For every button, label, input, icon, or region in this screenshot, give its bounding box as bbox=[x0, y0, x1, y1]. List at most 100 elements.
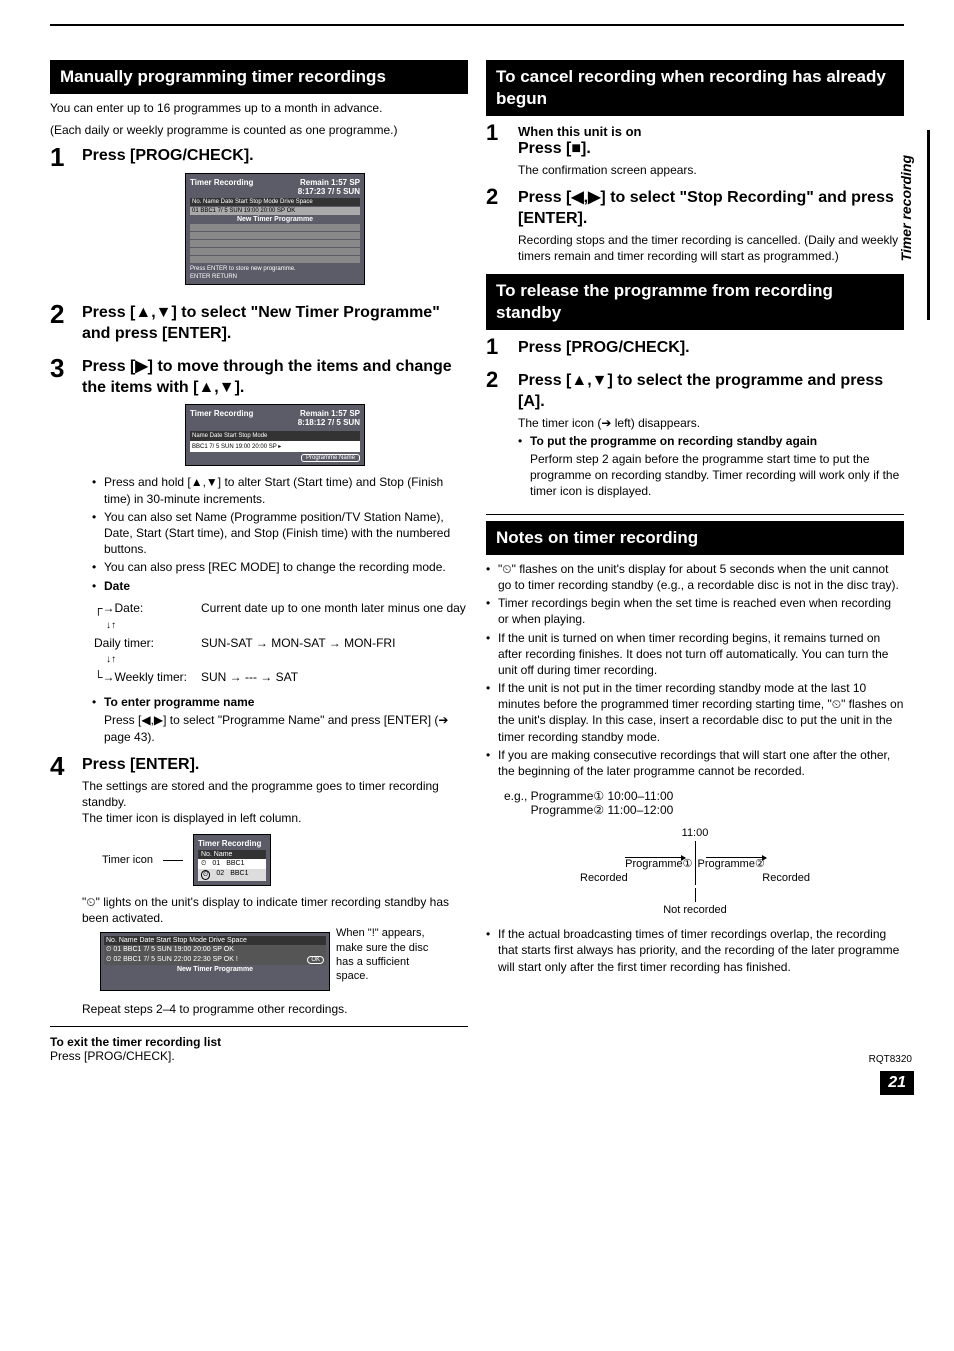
release-s2-num: 2 bbox=[486, 369, 506, 500]
diagram-notrec: Not recorded bbox=[663, 904, 727, 916]
notes-bullets: •"⏲" flashes on the unit's display for a… bbox=[486, 561, 904, 779]
screen2-thead: Name Date Start Stop Mode bbox=[190, 431, 360, 441]
release-s2d: Perform step 2 again before the programm… bbox=[530, 451, 904, 500]
date-l3a: Weekly timer: bbox=[115, 670, 187, 684]
timer-list-callout: No. Name Date Start Stop Mode Drive Spac… bbox=[82, 926, 468, 995]
note-3: If the unit is turned on when timer reco… bbox=[498, 630, 904, 679]
cancel-s1c: The confirmation screen appears. bbox=[518, 162, 904, 178]
step-2: 2 Press [▲,▼] to select "New Timer Progr… bbox=[50, 301, 468, 347]
step3-bullets: •Press and hold [▲,▼] to alter Start (St… bbox=[92, 474, 468, 593]
release-header: To release the programme from recording … bbox=[486, 274, 904, 330]
enter-prog-h: To enter programme name bbox=[104, 694, 254, 710]
timer-icon-label: Timer icon bbox=[102, 854, 153, 866]
divider bbox=[50, 1026, 468, 1027]
step-4: 4 Press [ENTER]. The settings are stored… bbox=[50, 753, 468, 1018]
screen2-remain: Remain 1:57 SP bbox=[300, 409, 360, 418]
cancel-s2a: Press [◀,▶] to select "Stop Recording" a… bbox=[518, 188, 904, 230]
screen-figure-2: Timer Recording Remain 1:57 SP 8:18:12 7… bbox=[185, 404, 365, 466]
screen1-remain: Remain 1:57 SP bbox=[300, 178, 360, 187]
bullet-3-1: Press and hold [▲,▼] to alter Start (Sta… bbox=[104, 474, 468, 506]
step-2-number: 2 bbox=[50, 301, 70, 347]
screen1-footer2: ENTER RETURN bbox=[190, 274, 360, 280]
notes-top-rule bbox=[486, 514, 904, 515]
screen1-row: 01 BBC1 7/ 5 SUN 19:00 20:00 SP OK bbox=[190, 207, 360, 215]
side-rule bbox=[927, 130, 930, 320]
date-l2a: Daily timer: bbox=[94, 636, 154, 650]
step-3-title: Press [▶] to move through the items and … bbox=[82, 357, 468, 399]
screen2-trow: BBC1 7/ 5 SUN 19:00 20:00 SP ▸ bbox=[190, 441, 360, 452]
note-5: If you are making consecutive recordings… bbox=[498, 747, 904, 779]
left-header: Manually programming timer recordings bbox=[50, 60, 468, 94]
cancel-s1-num: 1 bbox=[486, 122, 506, 178]
date-arrows1: ↓↑ bbox=[94, 619, 199, 633]
left-column: Manually programming timer recordings Yo… bbox=[50, 60, 468, 1063]
notes-eg1: e.g., Programme① 10:00–11:00 bbox=[504, 789, 904, 803]
note-2: Timer recordings begin when the set time… bbox=[498, 595, 904, 627]
cancel-s1a: When this unit is on bbox=[518, 124, 904, 139]
note-6: If the actual broadcasting times of time… bbox=[498, 926, 904, 975]
timerbox-hdr: No. Name bbox=[198, 850, 266, 859]
callout-text: When "!" appears, make sure the disc has… bbox=[336, 926, 436, 983]
step-1-number: 1 bbox=[50, 144, 70, 293]
screen2-title: Timer Recording bbox=[190, 409, 253, 427]
release-s2c: To put the programme on recording standb… bbox=[530, 433, 817, 449]
timerbox-r2a: 02 bbox=[216, 870, 224, 880]
diagram-top: 11:00 bbox=[580, 827, 810, 839]
screen2-date: 8:18:12 7/ 5 SUN bbox=[298, 418, 360, 427]
exit-block: To exit the timer recording list Press [… bbox=[50, 1035, 468, 1063]
diagram-rec-right: Recorded bbox=[762, 872, 810, 884]
cancel-s2b: Recording stops and the timer recording … bbox=[518, 232, 904, 264]
step-4-title: Press [ENTER]. bbox=[82, 755, 468, 776]
step-3-number: 3 bbox=[50, 355, 70, 745]
listbox-r2: ⏲ 02 BBC1 7/ 5 SUN 22:00 22:30 SP OK ! bbox=[106, 956, 238, 964]
release-s2a: Press [▲,▼] to select the programme and … bbox=[518, 371, 904, 413]
screen1-cols: No. Name Date Start Stop Mode Drive Spac… bbox=[190, 198, 360, 206]
cancel-header: To cancel recording when recording has a… bbox=[486, 60, 904, 116]
notes-header: Notes on timer recording bbox=[486, 521, 904, 555]
exit-t: Press [PROG/CHECK]. bbox=[50, 1049, 468, 1063]
bullet-3-3: You can also press [REC MODE] to change … bbox=[104, 559, 446, 575]
enter-prog-name: •To enter programme name Press [◀,▶] to … bbox=[92, 694, 468, 745]
cancel-s2-num: 2 bbox=[486, 186, 506, 264]
note-4: If the unit is not put in the timer reco… bbox=[498, 680, 904, 745]
document-code: RQT8320 bbox=[869, 1054, 912, 1065]
step-3: 3 Press [▶] to move through the items an… bbox=[50, 355, 468, 745]
step-4-t1: The settings are stored and the programm… bbox=[82, 778, 468, 810]
cancel-s1b: Press [■]. bbox=[518, 139, 904, 160]
screen2-pill: Programme Name bbox=[301, 454, 360, 462]
screen1-date: 8:17:23 7/ 5 SUN bbox=[298, 187, 360, 196]
release-s2b: The timer icon (➔ left) disappears. bbox=[518, 415, 904, 431]
screen1-blank bbox=[190, 224, 360, 264]
step-1-title: Press [PROG/CHECK]. bbox=[82, 146, 468, 167]
step-2-title: Press [▲,▼] to select "New Timer Program… bbox=[82, 303, 468, 345]
date-l1a: Date: bbox=[115, 601, 144, 615]
release-step-1: 1 Press [PROG/CHECK]. bbox=[486, 336, 904, 361]
cancel-step-1: 1 When this unit is on Press [■]. The co… bbox=[486, 122, 904, 178]
repeat-text: Repeat steps 2–4 to programme other reco… bbox=[82, 1001, 468, 1017]
page-content: Manually programming timer recordings Yo… bbox=[0, 0, 954, 1113]
listbox-ntp: New Timer Programme bbox=[104, 966, 326, 973]
cancel-step-2: 2 Press [◀,▶] to select "Stop Recording"… bbox=[486, 186, 904, 264]
screen1-title: Timer Recording bbox=[190, 178, 253, 196]
timer-icon-figure: Timer icon Timer Recording No. Name ⏲01B… bbox=[102, 834, 468, 886]
bullet-3-4: Date bbox=[104, 578, 130, 594]
date-arrows2: ↓↑ bbox=[94, 653, 199, 667]
date-l1b: Current date up to one month later minus… bbox=[201, 600, 466, 617]
release-s1-num: 1 bbox=[486, 336, 506, 361]
timerbox-r1a: 01 bbox=[212, 860, 220, 868]
date-l3b: SUN → --- → SAT bbox=[201, 669, 466, 686]
release-step-2: 2 Press [▲,▼] to select the programme an… bbox=[486, 369, 904, 500]
step-4-number: 4 bbox=[50, 753, 70, 1018]
listbox-r1: ⏲ 01 BBC1 7/ 5 SUN 19:00 20:00 SP OK bbox=[106, 946, 234, 954]
screen1-ntp: New Timer Programme bbox=[190, 216, 360, 223]
timerbox-r2b: BBC1 bbox=[230, 870, 248, 880]
screen1-footer: Press ENTER to store new programme. bbox=[190, 266, 360, 272]
timerbox-title: Timer Recording bbox=[198, 839, 266, 848]
screen-figure-1: Timer Recording Remain 1:57 SP 8:17:23 7… bbox=[185, 173, 365, 285]
top-rule bbox=[50, 24, 904, 26]
timerbox-r1b: BBC1 bbox=[226, 860, 244, 868]
intro-text-1: You can enter up to 16 programmes up to … bbox=[50, 100, 468, 116]
step-1: 1 Press [PROG/CHECK]. Timer Recording Re… bbox=[50, 144, 468, 293]
section-tab: Timer recording bbox=[898, 155, 914, 261]
note-1: "⏲" flashes on the unit's display for ab… bbox=[498, 561, 904, 593]
